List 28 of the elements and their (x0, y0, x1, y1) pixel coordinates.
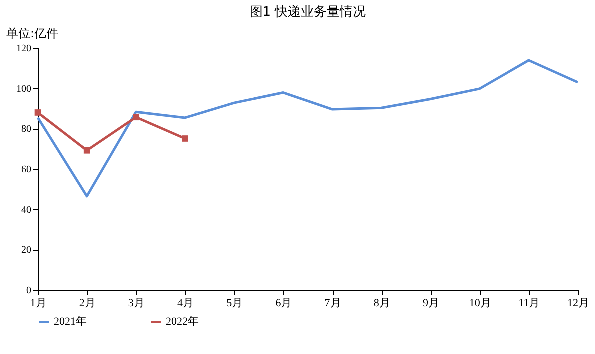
x-tick-label: 8月 (374, 298, 390, 310)
x-tick-label: 9月 (422, 298, 440, 310)
y-tick-label: 20 (22, 245, 32, 256)
x-tick-label: 10月 (469, 298, 492, 310)
x-tick-label: 5月 (226, 298, 244, 310)
legend-label: 2022年 (166, 316, 199, 328)
line-series (36, 59, 580, 198)
y-tick-label: 60 (22, 164, 32, 176)
x-tick-label: 1月 (30, 298, 47, 310)
x-tick-label: 11月 (518, 298, 540, 310)
x-tick-label: 2月 (79, 298, 96, 310)
y-tick-label: 40 (22, 204, 32, 216)
y-tick-label: 80 (22, 124, 32, 136)
point (34, 110, 42, 116)
x-tick-label: 12月 (568, 298, 590, 310)
point (182, 136, 188, 142)
chart-title: 图1 快递业务量情况 (250, 5, 366, 20)
y-tick-label: 120 (16, 44, 32, 54)
x-tick-label: 7月 (324, 298, 342, 310)
x-tick-label: 3月 (128, 298, 145, 310)
y-tick-label: 100 (16, 84, 32, 95)
y-tick-label: 0 (26, 286, 32, 296)
point (84, 147, 90, 154)
legend-label: 2021年 (54, 316, 87, 328)
point (133, 114, 140, 121)
x-tick-label: 4月 (178, 298, 194, 310)
x-tick-label: 6月 (276, 298, 292, 310)
y-axis-title: 单位:亿件 (6, 26, 59, 40)
